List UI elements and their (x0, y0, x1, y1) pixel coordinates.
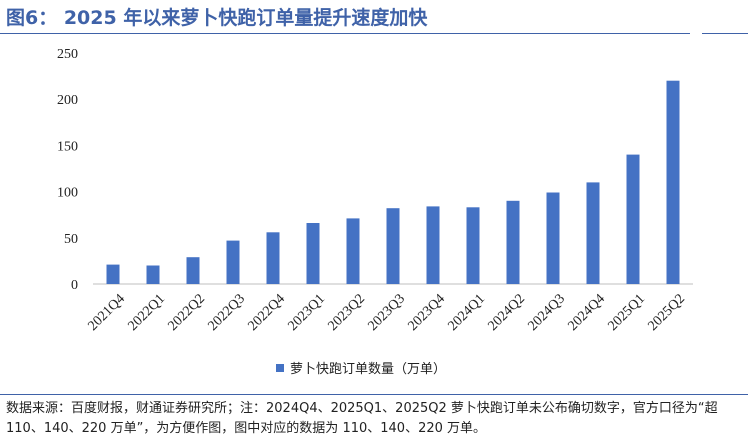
bar-2022Q4 (266, 232, 280, 284)
x-tick-label-2022Q2: 2022Q2 (166, 291, 209, 334)
bar-2024Q2 (506, 200, 520, 284)
x-tick-label-2022Q4: 2022Q4 (246, 291, 289, 334)
x-tick-label-2024Q4: 2024Q4 (566, 291, 609, 334)
x-tick-label-2023Q4: 2023Q4 (406, 291, 449, 334)
y-tick-label-0: 0 (71, 278, 78, 293)
x-tick-label-2024Q2: 2024Q2 (486, 291, 529, 334)
y-tick-label-2: 100 (57, 186, 78, 201)
bar-2022Q3 (226, 240, 240, 284)
bar-2025Q2 (666, 80, 680, 284)
bar-2023Q4 (426, 206, 440, 284)
x-tick-label-2025Q1: 2025Q1 (606, 291, 649, 334)
bar-2023Q2 (346, 218, 360, 284)
legend: 萝卜快跑订单数量（万单） (276, 362, 446, 377)
bar-2024Q3 (546, 192, 560, 284)
y-tick-label-5: 250 (57, 47, 78, 62)
bar-2021Q4 (106, 264, 120, 284)
x-tick-label-2021Q4: 2021Q4 (86, 291, 129, 334)
y-tick-label-1: 50 (64, 232, 78, 247)
legend-label: 萝卜快跑订单数量（万单） (290, 362, 446, 377)
source-note: 数据来源：百度财报，财通证券研究所；注：2024Q4、2025Q1、2025Q2… (6, 401, 718, 436)
x-tick-label-2022Q3: 2022Q3 (206, 291, 249, 334)
x-axis-labels: 2021Q42022Q12022Q22022Q32022Q42023Q12023… (86, 291, 689, 334)
x-tick-label-2024Q3: 2024Q3 (526, 291, 569, 334)
bar-2023Q1 (306, 223, 320, 284)
x-tick-label-2022Q1: 2022Q1 (126, 291, 169, 334)
bar-chart: 0 50 100 150 200 250 2021Q42022Q12022Q22022Q3… (57, 47, 693, 377)
figure-title: 图6： 2025 年以来萝卜快跑订单量提升速度加快 (6, 7, 428, 29)
bar-2022Q1 (146, 265, 160, 284)
bar-2024Q1 (466, 207, 480, 284)
y-tick-label-3: 150 (57, 139, 78, 154)
y-tick-label-4: 200 (57, 93, 78, 108)
legend-swatch (276, 364, 284, 372)
bar-2025Q1 (626, 154, 640, 284)
y-axis-labels: 0 50 100 150 200 250 (57, 47, 78, 293)
x-tick-label-2023Q1: 2023Q1 (286, 291, 329, 334)
bar-2022Q2 (186, 257, 200, 284)
bar-2023Q3 (386, 208, 400, 284)
footer-rule (0, 394, 748, 395)
bar-2024Q4 (586, 182, 600, 284)
x-tick-label-2025Q2: 2025Q2 (646, 291, 689, 334)
bars (106, 80, 680, 284)
x-tick-label-2023Q3: 2023Q3 (366, 291, 409, 334)
x-tick-label-2023Q2: 2023Q2 (326, 291, 369, 334)
x-tick-label-2024Q1: 2024Q1 (446, 291, 489, 334)
